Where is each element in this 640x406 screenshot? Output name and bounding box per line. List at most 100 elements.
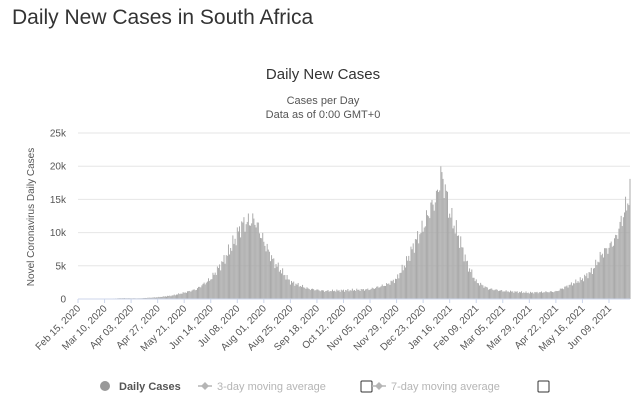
bar: [456, 235, 458, 299]
bar: [520, 292, 521, 299]
bar: [191, 290, 193, 299]
bar: [209, 280, 211, 299]
bar: [289, 284, 291, 299]
bar: [537, 293, 539, 299]
bar: [484, 286, 486, 299]
bar: [382, 286, 384, 299]
legend-item[interactable]: 7-day moving average: [372, 380, 550, 393]
bar: [388, 283, 390, 299]
bar: [181, 293, 183, 299]
bar: [578, 282, 580, 299]
bar: [379, 287, 381, 299]
bar: [396, 279, 398, 299]
bar: [156, 297, 158, 299]
bar: [460, 236, 462, 299]
bar: [158, 296, 160, 299]
bar: [532, 292, 534, 299]
bar: [250, 225, 252, 299]
bar: [183, 292, 185, 299]
bar: [276, 266, 278, 299]
bar: [495, 289, 497, 299]
bar: [625, 196, 627, 299]
bar: [367, 288, 369, 299]
bar: [386, 283, 388, 299]
bar: [331, 289, 333, 299]
bar: [493, 290, 495, 299]
bar: [372, 288, 374, 299]
bar: [172, 295, 174, 299]
bar: [360, 288, 362, 299]
bar: [581, 278, 583, 299]
legend-checkbox[interactable]: [360, 380, 373, 393]
bar: [449, 213, 451, 299]
bar: [420, 232, 422, 299]
bar: [245, 224, 247, 299]
bar: [221, 261, 223, 299]
bar: [347, 289, 349, 299]
bar: [262, 232, 264, 299]
bar: [320, 290, 322, 299]
bar: [227, 244, 229, 299]
bar: [572, 285, 573, 299]
bar: [480, 282, 482, 299]
bar: [554, 291, 556, 299]
legend-item[interactable]: 3-day moving average: [198, 380, 373, 393]
bar: [195, 289, 197, 299]
y-tick-label: 20k: [50, 162, 67, 173]
bar: [400, 272, 402, 299]
bar: [454, 233, 456, 299]
bar: [470, 271, 472, 299]
bar: [587, 278, 589, 299]
legend-checkbox[interactable]: [537, 380, 550, 393]
bar: [288, 279, 290, 299]
bar: [521, 291, 523, 299]
bar: [477, 283, 479, 299]
bar: [344, 291, 346, 299]
bar: [286, 275, 288, 299]
bar: [174, 295, 176, 299]
bar: [310, 288, 312, 299]
bar: [553, 292, 555, 299]
bar: [377, 286, 379, 299]
bar: [483, 287, 485, 299]
bar: [627, 203, 629, 299]
bar: [472, 277, 474, 299]
bar: [609, 243, 611, 299]
bar: [560, 288, 562, 299]
bar: [522, 293, 524, 299]
bar: [430, 202, 432, 299]
bar: [492, 289, 494, 299]
bar: [359, 290, 361, 299]
bar: [433, 210, 435, 299]
bar: [518, 291, 520, 299]
legend: Daily Cases 3-day moving average 7-day mov…: [100, 380, 550, 393]
bar: [487, 289, 489, 299]
bar: [194, 290, 196, 299]
legend-item[interactable]: Daily Cases: [100, 381, 181, 393]
bar: [241, 221, 243, 299]
bar: [459, 247, 461, 299]
bar: [352, 290, 354, 299]
bar: [160, 296, 162, 299]
page-heading: Daily New Cases in South Africa: [12, 6, 314, 29]
bar: [316, 289, 318, 299]
bar: [594, 267, 596, 299]
bar: [593, 268, 594, 299]
bar: [350, 290, 352, 299]
bar: [235, 245, 237, 299]
bar: [252, 213, 254, 299]
bar: [346, 290, 348, 299]
bar: [307, 288, 309, 299]
bar: [251, 223, 253, 299]
bar: [618, 228, 620, 299]
bar: [552, 291, 554, 299]
bar: [404, 267, 406, 299]
legend-label: 3-day moving average: [217, 381, 326, 393]
bar: [225, 255, 227, 299]
bar: [230, 247, 232, 299]
bar: [466, 260, 468, 299]
bar: [338, 290, 340, 299]
bar: [528, 293, 530, 299]
bar: [151, 297, 153, 299]
bar: [162, 296, 164, 299]
